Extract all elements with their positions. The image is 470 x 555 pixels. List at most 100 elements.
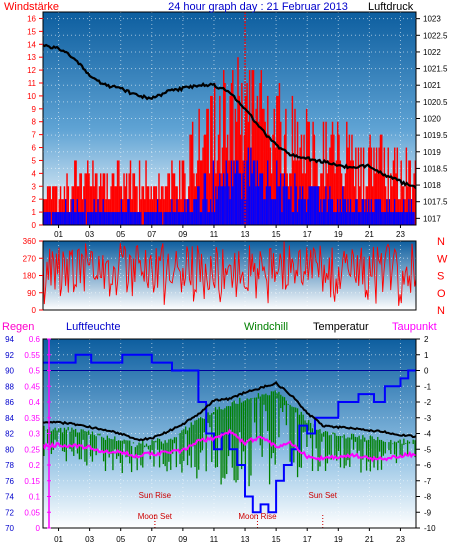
annotation-label: Moon Rise [238,512,277,521]
gust-bar [50,199,53,225]
gust-bar [268,134,270,225]
gust-bar [49,186,51,225]
compass-label: S [437,271,444,283]
wind-x-tick-label: 15 [272,230,281,239]
pressure-tick-label: 1018 [423,181,441,190]
gust-bar [55,186,58,225]
temperature-legend: Temperatur [313,321,369,333]
average-wind-bar [381,212,383,225]
average-wind-bar [84,199,86,225]
average-wind-bar [313,186,316,225]
average-wind-bar [330,199,332,225]
average-wind-bar [77,212,80,225]
average-wind-bar [401,212,404,225]
temperature-tick-label: -6 [424,461,432,470]
average-wind-bar [260,173,263,225]
dewpoint-legend: Taupunkt [392,321,437,333]
pressure-tick-label: 1022 [423,48,441,57]
gust-bar [349,160,352,225]
pressure-axis: 1017 1017.5 1018 1018.5 1019 1019.5 1020 1020.5… [416,15,448,223]
average-wind-bar [387,212,389,225]
average-wind-bar [176,199,178,225]
gust-bar [181,160,184,225]
gust-bar [94,173,97,225]
wind-tick-label: 12 [27,66,36,75]
gust-bar [334,173,336,225]
average-wind-bar [347,199,349,225]
gust-bar [191,121,194,225]
average-wind-bar [274,199,277,225]
chart-title: 24 hour graph day : 21 Februar 2013 [168,1,348,13]
gust-bar [251,70,253,225]
gust-bar [362,147,365,225]
climate-x-tick-label: 19 [334,535,343,544]
average-wind-bar [361,199,364,225]
gust-bar [67,186,70,225]
gust-bar [373,147,375,225]
gust-bar [48,186,50,225]
gust-bar [260,70,263,225]
gust-bar [379,134,382,225]
average-wind-bar [320,199,322,225]
gust-bar [408,160,410,225]
pressure-axis-title: Luftdruck [368,1,414,13]
gust-bar [368,147,370,225]
pressure-tick-label: 1017.5 [423,198,448,207]
temperature-tick-label: 2 [424,335,429,344]
direction-axis: 0 90 180 270 360 [23,237,43,315]
wind-tick-label: 13 [27,53,36,62]
average-wind-bar [221,186,224,225]
gust-bar [98,186,101,225]
gust-bar [63,186,66,225]
humidity-tick-label: 82 [5,430,14,439]
average-wind-bar [145,212,147,225]
average-wind-bar [237,160,239,225]
average-wind-bar [124,212,127,225]
average-wind-bar [92,212,94,225]
average-wind-bar [225,160,228,225]
wind-x-tick-label: 03 [85,230,94,239]
average-wind-bar [282,186,285,225]
climate-x-tick-label: 23 [396,535,405,544]
gust-bar [238,95,241,225]
average-wind-bar [368,199,370,225]
average-wind-bar [168,212,171,225]
temperature-tick-label: -2 [424,398,432,407]
average-wind-bar [119,212,121,225]
gust-bar [99,173,102,225]
average-wind-bar [255,186,257,225]
gust-bar [223,70,225,225]
gust-bar [303,134,305,225]
rain-axis: 0 0.05 0.1 0.15 0.2 0.25 0.3 0.35 0.4 0.45 0.5 0.55… [24,335,51,533]
gust-bar [125,173,128,225]
average-wind-bar [410,199,413,225]
gust-bar [360,147,362,225]
gust-bar [392,160,395,225]
gust-bar [103,173,106,225]
average-wind-bar [351,212,353,225]
average-wind-bar [327,199,330,225]
pressure-tick-label: 1023 [423,15,441,24]
gust-bar [347,147,349,225]
gust-bar [336,121,339,225]
gust-bar [123,173,125,225]
average-wind-bar [333,212,335,225]
gust-bar [150,186,152,225]
humidity-tick-label: 74 [5,493,14,502]
gust-bar [173,173,176,225]
climate-x-tick-label: 07 [147,535,156,544]
humidity-tick-label: 76 [5,477,14,486]
wind-tick-label: 9 [32,105,37,114]
average-wind-bar [129,212,132,225]
average-wind-bar [74,212,76,225]
pressure-tick-label: 1019 [423,148,441,157]
gust-bar [348,134,351,225]
compass-label: W [437,253,448,265]
average-wind-bar [202,199,204,225]
gust-bar [138,160,141,225]
gust-bar [85,173,88,225]
average-wind-bar [318,212,321,225]
gust-bar [80,173,83,225]
average-wind-bar [76,199,79,225]
average-wind-bar [264,199,266,225]
